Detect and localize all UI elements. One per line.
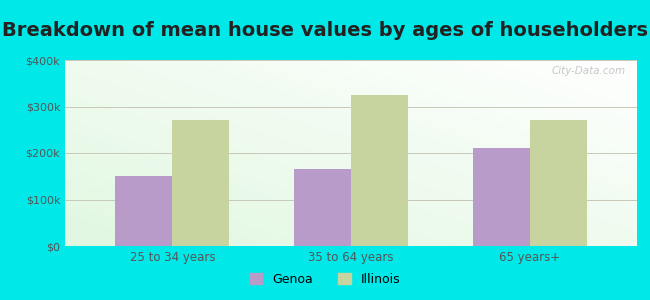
Legend: Genoa, Illinois: Genoa, Illinois — [245, 268, 405, 291]
Text: Breakdown of mean house values by ages of householders: Breakdown of mean house values by ages o… — [2, 21, 648, 40]
Bar — [530, 120, 587, 246]
Bar — [294, 169, 351, 246]
Text: City-Data.com: City-Data.com — [551, 66, 625, 76]
Bar — [351, 95, 408, 246]
Bar — [473, 148, 530, 246]
Bar — [115, 176, 172, 246]
Bar — [172, 119, 229, 246]
